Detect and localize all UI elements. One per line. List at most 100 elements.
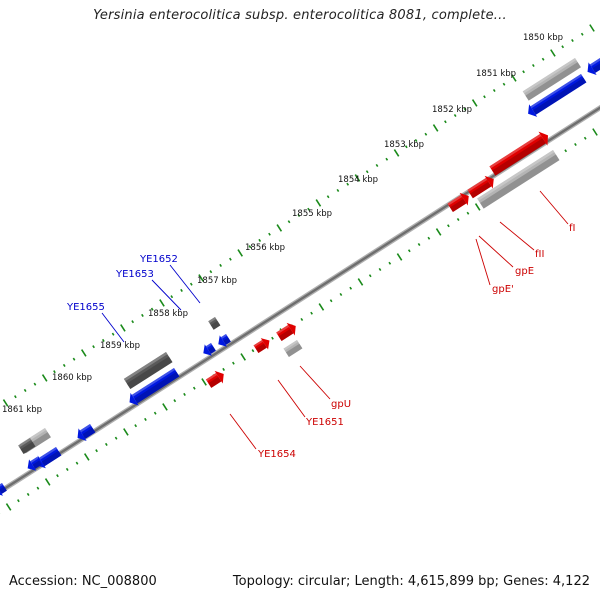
tick-label-1850: 1850 kbp [523,33,563,43]
outer-ring-tick [483,95,486,99]
inner-ring-tick [349,286,353,290]
outer-ring-tick [189,282,193,286]
outer-ring-tick [237,249,244,257]
outer-ring-tick [276,224,283,232]
inner-ring-tick [232,361,235,365]
gene-label-gpU[interactable]: gpU [331,399,351,410]
tick-label-1852: 1852 kbp [432,105,472,115]
tick-label-1851: 1851 kbp [476,69,516,79]
inner-ring-tick [114,436,118,440]
gene-label-fII[interactable]: fII [535,249,544,260]
outer-ring-tick [33,382,37,386]
gene-label-gpE_prime[interactable]: gpE' [492,284,514,295]
gene-YE1651b[interactable] [253,338,270,353]
inner-ring-tick [173,399,177,403]
inner-ring-tick [466,211,470,215]
outer-ring-tick [541,57,545,61]
gene-label-YE1651[interactable]: YE1651 [305,417,344,428]
inner-ring-tick [417,242,421,247]
outer-ring-tick [393,149,400,157]
gene-gpE[interactable] [467,175,494,199]
gene-gpU[interactable] [283,340,303,358]
outer-ring-tick [589,24,595,32]
inner-ring-tick [201,378,207,386]
leader-YE1653 [151,279,182,311]
outer-ring-tick [23,388,27,392]
inner-ring-tick [300,317,304,321]
outer-ring-tick [492,88,496,93]
leader-fI [539,190,569,225]
gene-label-fI[interactable]: fI [569,223,575,234]
outer-ring-tick [414,138,418,143]
outer-ring-tick [150,307,154,311]
inner-ring-tick [123,428,129,436]
inner-ring-tick [56,474,59,478]
gene-fII[interactable] [477,150,560,209]
gene-gray-1861b[interactable] [18,438,36,454]
gene-YE1651[interactable] [276,322,296,341]
outer-ring-tick [424,132,428,136]
outer-ring-tick [432,124,439,132]
gene-blue-1851[interactable] [528,74,587,117]
outer-ring-tick [550,49,556,57]
outer-ring-tick [365,170,369,174]
inner-ring-tick [435,228,442,236]
gene-label-YE1654[interactable]: YE1654 [257,449,296,460]
gene-label-YE1653[interactable]: YE1653 [115,269,154,280]
outer-ring-tick [80,349,87,357]
gene-label-YE1652[interactable]: YE1652 [139,254,178,265]
map-title: Yersinia enterocolitica subsp. enterocol… [93,8,507,23]
gene-blue-1859[interactable] [129,368,180,406]
accession: Accession: NC_008800 [9,574,157,589]
gene-blue-1850b[interactable] [587,58,600,75]
inner-ring-tick [192,386,196,390]
gene-blue-1860[interactable] [77,424,96,441]
outer-ring-tick [14,395,17,399]
outer-ring-tick [53,370,56,374]
inner-ring-tick [251,349,255,353]
leader-gpE [478,235,514,268]
outer-ring-tick [120,324,126,332]
inner-ring-tick [329,299,333,303]
gene-gray-1859[interactable] [123,352,173,390]
outer-ring-tick [315,199,322,207]
gene-label-YE1655[interactable]: YE1655 [66,302,105,313]
genes[interactable] [0,58,600,496]
inner-ring-tick [5,503,12,511]
inner-ring-tick [83,453,90,461]
outer-tick-ring [2,24,595,407]
inner-ring-tick [75,461,79,465]
gene-YE1654[interactable] [205,370,224,388]
gene-label-gpE[interactable]: gpE [515,266,534,277]
inner-ring-tick [26,492,30,496]
gene-blue-1862[interactable] [0,483,7,496]
outer-ring-tick [502,82,506,86]
outer-ring-tick [404,145,408,149]
gene-blue-1858b[interactable] [203,343,216,356]
tick-label-1857: 1857 kbp [197,276,237,286]
inner-ring-tick [564,149,568,153]
outer-ring-tick [453,113,457,118]
gene-blue-1858a[interactable] [218,334,231,347]
outer-ring-tick [209,270,213,274]
outer-ring-tick [580,32,584,36]
outer-ring-tick [198,274,204,282]
gene-blue-1861b[interactable] [27,457,42,471]
outer-ring-tick [268,232,271,236]
gene-fI[interactable] [489,131,549,176]
outer-ring-tick [2,399,9,407]
tick-label-1858: 1858 kbp [148,309,188,319]
inner-ring-tick [339,292,343,296]
inner-ring-tick [44,478,51,486]
gene-gray-1850[interactable] [522,58,581,101]
outer-ring-tick [141,313,144,317]
tick-labels: 1850 kbp 1851 kbp 1852 kbp 1853 kbp 1854 kbp… [2,33,563,415]
inner-ring-tick [407,249,411,253]
outer-ring-tick [346,182,350,186]
gene-gray-1858[interactable] [208,317,221,330]
gene-gpE-prime[interactable] [447,192,469,213]
outer-ring-tick [258,238,262,242]
outer-ring-tick [571,38,574,43]
